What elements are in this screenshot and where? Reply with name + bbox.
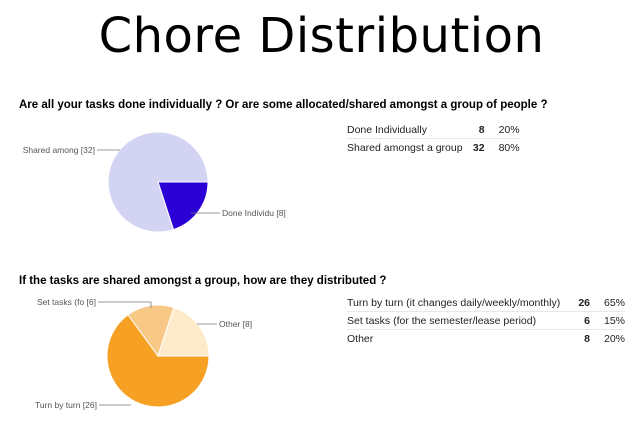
slice-callout-label: Set tasks (fo [6]: [37, 297, 96, 307]
chart2-summary-table: Turn by turn (it changes daily/weekly/mo…: [347, 294, 626, 348]
row-percent: 80%: [498, 141, 520, 154]
table-row: Shared amongst a group 32 80%: [347, 139, 520, 157]
pie-slice: [106, 314, 210, 408]
slice-callout-label: Turn by turn [26]: [35, 400, 97, 410]
chart2-question: If the tasks are shared amongst a group,…: [19, 275, 387, 287]
chart1-question: Are all your tasks done individually ? O…: [19, 99, 548, 111]
table-row: Done Individually 8 20%: [347, 121, 520, 139]
row-percent: 20%: [604, 332, 626, 345]
row-count: 8: [584, 332, 590, 345]
row-count: 32: [472, 141, 485, 154]
pie-slice: [157, 181, 209, 231]
table-row: Set tasks (for the semester/lease period…: [347, 311, 626, 330]
row-label: Turn by turn (it changes daily/weekly/mo…: [347, 294, 571, 312]
row-label: Set tasks (for the semester/lease period…: [347, 311, 571, 330]
row-label: Done Individually: [347, 121, 463, 139]
pie-slice: [127, 304, 175, 358]
chart1-summary-table: Done Individually 8 20% Shared amongst a…: [347, 121, 520, 156]
row-percent: 20%: [484, 121, 520, 139]
table-row: Other 8 20%: [347, 330, 625, 348]
row-count: 6: [571, 311, 590, 330]
callout-line: [98, 301, 152, 308]
row-label: Other: [347, 332, 374, 345]
pie-slice: [107, 131, 209, 233]
table-row: Turn by turn (it changes daily/weekly/mo…: [347, 294, 626, 312]
row-percent: 65%: [590, 294, 626, 312]
row-percent: 15%: [590, 311, 626, 330]
pie-slice: [157, 306, 210, 357]
row-count: 26: [571, 294, 590, 312]
slice-callout-label: Other [8]: [219, 319, 252, 329]
slice-callout-label: Shared among [32]: [23, 145, 95, 155]
slide-title: Chore Distribution: [98, 8, 545, 64]
slice-callout-label: Done Individu [8]: [222, 208, 286, 218]
row-label: Shared amongst a group: [347, 141, 463, 154]
row-count: 8: [462, 121, 485, 139]
